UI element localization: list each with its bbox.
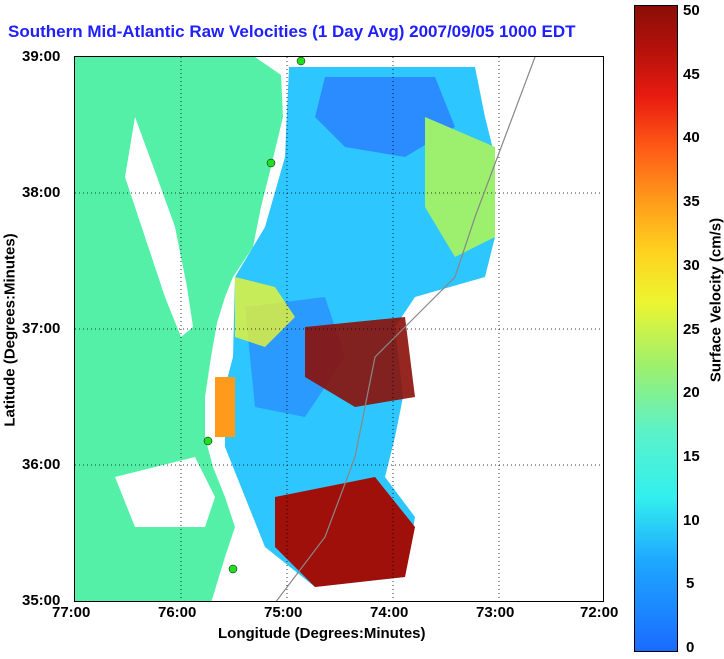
map-canvas — [75, 57, 603, 601]
colorbar-tick-label: 20 — [683, 384, 700, 402]
x-axis-label: Longitude (Degrees:Minutes) — [218, 625, 426, 642]
colorbar-tick-label: 30 — [683, 256, 700, 274]
y-tick-label: 36:00 — [22, 456, 61, 473]
x-tick-label: 77:00 — [52, 604, 91, 621]
x-tick-label: 72:00 — [580, 604, 619, 621]
y-tick-label: 38:00 — [22, 184, 61, 201]
x-tick-label: 76:00 — [158, 604, 197, 621]
colorbar-tick-label: 10 — [683, 511, 700, 529]
colorbar — [634, 5, 678, 652]
velocity-yellow-ring — [235, 277, 295, 347]
velocity-medium-northeast — [425, 117, 495, 257]
map-plot-area — [74, 56, 604, 602]
station-marker — [296, 57, 306, 66]
colorbar-tick-label: 15 — [683, 447, 700, 465]
bay-water — [125, 117, 193, 337]
map-title: Southern Mid-Atlantic Raw Velocities (1 … — [8, 22, 576, 41]
y-tick-label: 39:00 — [22, 48, 61, 65]
colorbar-label: Surface Velocity (cm/s) — [707, 217, 724, 383]
colorbar-tick-label: 40 — [683, 129, 700, 147]
x-tick-label: 73:00 — [476, 604, 515, 621]
x-tick-label: 75:00 — [264, 604, 303, 621]
colorbar-tick-label: 25 — [683, 320, 700, 338]
y-tick-label: 35:00 — [22, 592, 61, 609]
colorbar-tick-label: 35 — [683, 193, 700, 211]
velocity-high-center — [305, 317, 415, 407]
y-tick-label: 37:00 — [22, 320, 61, 337]
colorbar-tick-label: 50 — [683, 2, 700, 19]
velocity-low-north — [315, 77, 455, 157]
velocity-orange-edge — [215, 377, 235, 437]
station-marker — [228, 564, 238, 574]
y-axis-label: Latitude (Degrees:Minutes) — [1, 233, 19, 427]
velocity-high-south — [275, 477, 415, 587]
grid-lines — [75, 57, 603, 601]
station-marker — [203, 436, 213, 446]
sound-water — [115, 457, 215, 527]
colorbar-tick-label: 5 — [686, 575, 695, 593]
bathymetry-contour — [275, 57, 536, 601]
station-marker — [266, 158, 276, 168]
colorbar-tick-label: 45 — [683, 65, 700, 83]
x-tick-label: 74:00 — [370, 604, 409, 621]
colorbar-tick-label: 0 — [686, 639, 695, 656]
